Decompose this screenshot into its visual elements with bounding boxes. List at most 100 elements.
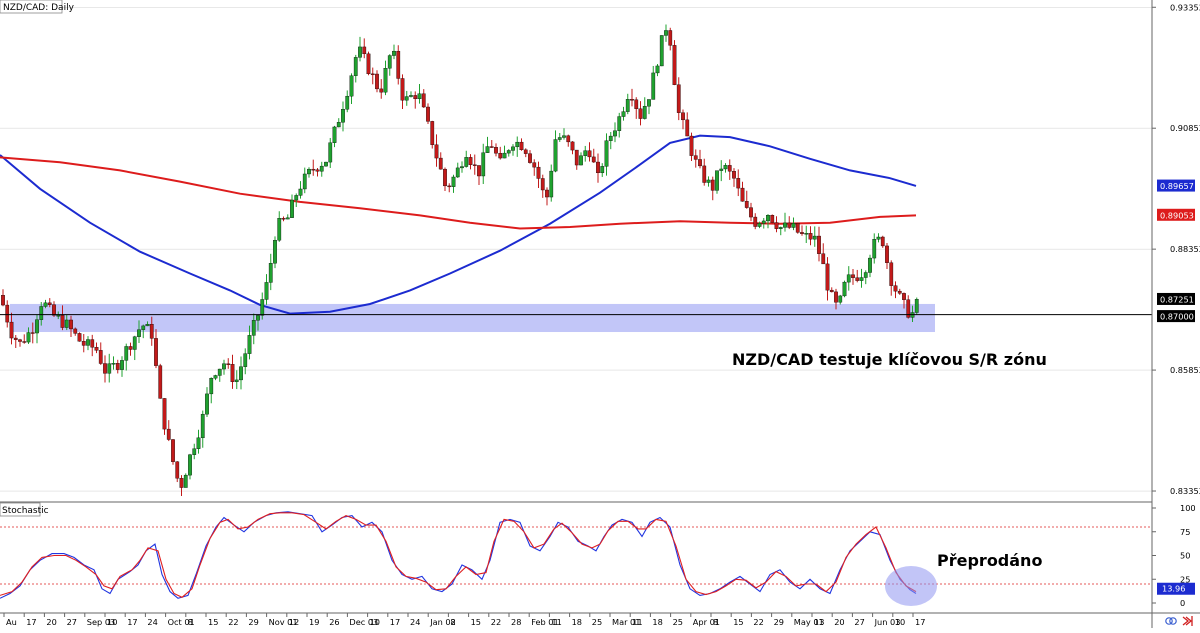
bullish-candle [868, 257, 872, 273]
time-axis-label: 18 [652, 617, 662, 627]
stochastic-lines [0, 511, 917, 599]
bullish-candle [234, 379, 239, 382]
bearish-candle [60, 315, 65, 328]
bearish-candle [885, 245, 889, 263]
bullish-candle [239, 366, 243, 381]
bullish-candle [336, 122, 341, 128]
bullish-candle [332, 126, 337, 143]
bearish-candle [22, 341, 27, 343]
bearish-candle [443, 168, 447, 187]
price-axis-label: 0.90853 [1170, 123, 1200, 133]
bullish-candle [205, 393, 209, 415]
bearish-candle [47, 302, 52, 305]
bearish-candle [158, 365, 163, 399]
price-axis[interactable]: 0.93353 0.90853 0.88353 0.85853 0.83353 [1152, 2, 1200, 496]
time-axis-label: 17 [127, 617, 137, 627]
time-axis-label: 20 [834, 617, 844, 627]
bullish-candle [515, 141, 520, 148]
bullish-candle [553, 139, 558, 172]
sma-short-line [0, 134, 917, 315]
bearish-candle [630, 99, 634, 101]
bullish-candle [812, 235, 817, 240]
price-label-text: 0.89053 [1160, 210, 1194, 220]
time-axis-label: 15 [471, 617, 481, 627]
bearish-candle [477, 165, 481, 177]
bullish-candle [107, 363, 112, 374]
bearish-candle [668, 30, 673, 46]
bearish-candle [676, 84, 681, 113]
bullish-candle [277, 218, 282, 241]
go-to-end-icon[interactable] [1182, 616, 1193, 626]
stochastic-k-line [0, 511, 917, 599]
time-axis-label: 17 [390, 617, 400, 627]
bearish-candle [52, 304, 56, 316]
time-axis-label: 17 [26, 617, 36, 627]
time-axis-label: Oct 01 [168, 617, 195, 627]
bearish-candle [311, 168, 316, 171]
bullish-candle [455, 167, 460, 178]
bearish-candle [18, 339, 22, 342]
annotation-sr-zone: NZD/CAD testuje klíčovou S/R zónu [732, 350, 1047, 369]
bearish-candle [149, 324, 154, 339]
time-axis-label: 22 [228, 617, 238, 627]
bullish-candle [383, 68, 388, 93]
bearish-candle [315, 169, 320, 172]
bullish-candle [562, 135, 566, 138]
stochastic-label-box [0, 502, 41, 517]
bearish-candle [596, 161, 600, 174]
bearish-candle [166, 428, 171, 440]
stochastic-label: Stochastic [2, 506, 49, 516]
bearish-candle [519, 141, 524, 151]
bearish-candle [434, 144, 439, 159]
bearish-candle [154, 338, 158, 366]
time-axis-label: 11 [632, 617, 642, 627]
bullish-candle [243, 353, 248, 367]
bullish-candle [345, 95, 350, 110]
bearish-candle [472, 164, 477, 166]
bearish-candle [702, 165, 707, 183]
bullish-candle [485, 146, 490, 153]
sr-zone [10, 303, 935, 333]
link-icon[interactable] [1165, 617, 1177, 625]
bullish-candle [209, 378, 214, 395]
bullish-candle [222, 363, 226, 370]
bearish-candle [90, 339, 95, 348]
bullish-candle [842, 281, 847, 297]
time-axis-label: 17 [915, 617, 925, 627]
bullish-candle [757, 223, 762, 227]
bearish-candle [69, 319, 73, 330]
bearish-candle [727, 165, 732, 172]
bearish-candle [98, 350, 103, 364]
bearish-candle [379, 88, 384, 93]
time-axis-label: 10 [895, 617, 905, 627]
bearish-candle [175, 461, 180, 479]
price-axis-label: 0.88353 [1170, 244, 1200, 254]
stochastic-axis[interactable]: 100 75 50 25 0 13.96 [1152, 503, 1196, 608]
bullish-candle [273, 240, 277, 264]
annotation-oversold: Přeprodáno [937, 551, 1042, 570]
bullish-candle [307, 168, 311, 175]
bullish-candle [481, 152, 486, 177]
price-label-box [1157, 310, 1195, 323]
bearish-candle [400, 78, 405, 101]
bearish-candle [447, 185, 452, 188]
bearish-candle [698, 159, 702, 167]
bearish-candle [128, 346, 133, 350]
time-axis-label: 10 [370, 617, 380, 627]
bearish-candle [889, 262, 894, 286]
time-axis-label: 15 [733, 617, 743, 627]
time-axis-label: 22 [753, 617, 763, 627]
time-axis-label: 19 [309, 617, 319, 627]
bearish-candle [829, 289, 834, 293]
bullish-candle [506, 150, 511, 154]
bearish-candle [413, 95, 418, 100]
bullish-candle [647, 99, 651, 107]
chart-toolbar-icons[interactable] [1165, 616, 1193, 626]
bearish-candle [855, 277, 860, 281]
bullish-candle [247, 335, 252, 354]
bullish-candle [876, 236, 881, 240]
time-axis-label: 10 [107, 617, 117, 627]
